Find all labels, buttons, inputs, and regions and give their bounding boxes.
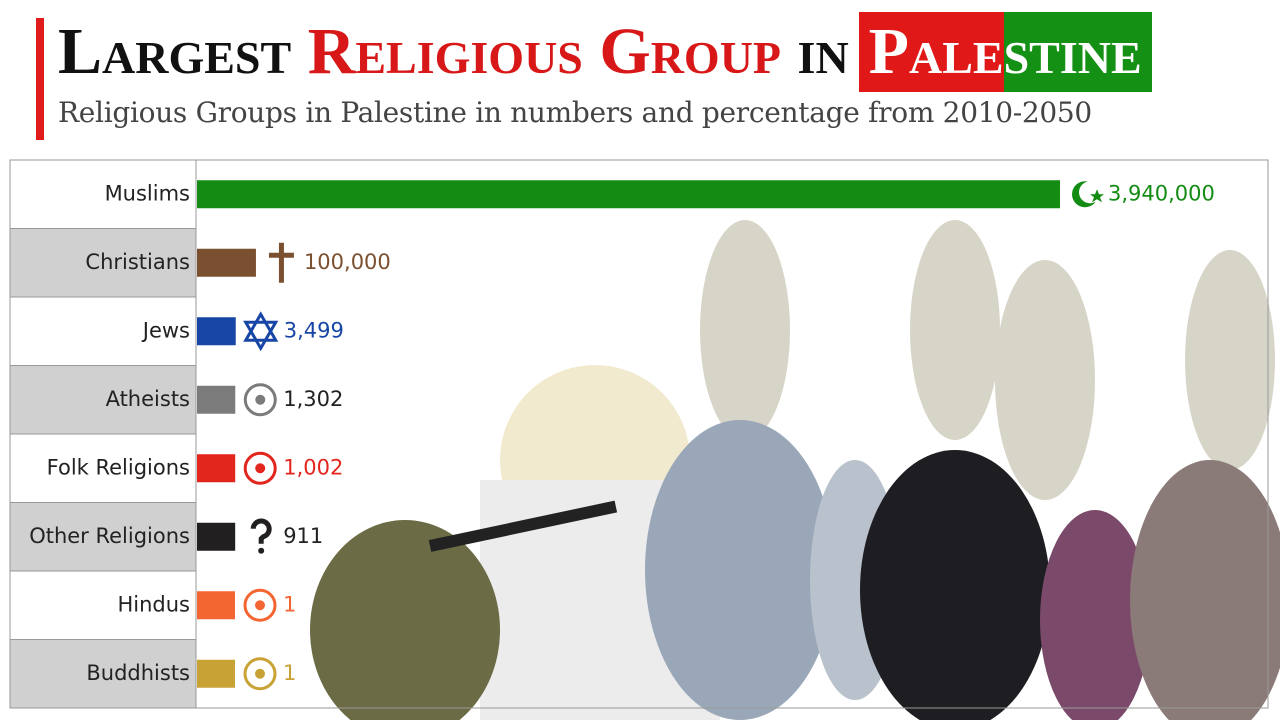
title-word: in bbox=[797, 15, 849, 88]
bar bbox=[197, 659, 236, 688]
bar bbox=[197, 317, 236, 346]
title: Largest Religious Group in Palestine bbox=[58, 12, 1152, 92]
icon-shape bbox=[1090, 189, 1104, 203]
icon-shape bbox=[255, 394, 266, 405]
row-label-bg bbox=[9, 639, 197, 709]
bar bbox=[197, 522, 236, 551]
icon bbox=[243, 311, 279, 352]
icon bbox=[243, 588, 277, 622]
category-label: Muslims bbox=[105, 181, 190, 205]
icon-shape bbox=[255, 463, 266, 474]
value-label: 3,940,000 bbox=[1108, 181, 1215, 205]
bar bbox=[197, 385, 236, 414]
icon bbox=[268, 242, 294, 283]
icon-shape bbox=[243, 657, 277, 691]
icon bbox=[243, 657, 277, 691]
value-label: 1 bbox=[283, 592, 296, 616]
category-label: Folk Religions bbox=[47, 455, 190, 479]
icon-shape bbox=[255, 600, 266, 611]
category-label: Other Religions bbox=[29, 524, 190, 548]
row-label-bg bbox=[9, 433, 197, 503]
category-label: Atheists bbox=[106, 387, 190, 411]
icon-shape bbox=[250, 518, 272, 544]
category-label: Buddhists bbox=[86, 661, 190, 685]
row-label-bg bbox=[9, 159, 197, 229]
title-word: Religious Group bbox=[307, 15, 782, 88]
value-label: 3,499 bbox=[284, 318, 344, 342]
icon-shape bbox=[243, 320, 279, 352]
title-word: Pale bbox=[858, 12, 1004, 92]
icon-shape bbox=[278, 242, 284, 283]
value-label: 1,302 bbox=[283, 387, 343, 411]
title-word: Largest bbox=[58, 15, 292, 88]
category-label: Christians bbox=[85, 250, 190, 274]
row-label-bg bbox=[9, 570, 197, 640]
row-label-bg bbox=[9, 296, 197, 366]
icon-shape bbox=[243, 383, 277, 417]
value-label: 911 bbox=[283, 524, 323, 548]
icon bbox=[243, 451, 277, 485]
row-label-bg bbox=[9, 502, 197, 572]
icon bbox=[250, 518, 272, 554]
bar bbox=[197, 248, 256, 277]
subtitle: Religious Groups in Palestine in numbers… bbox=[58, 96, 1092, 129]
title-accent bbox=[36, 18, 44, 140]
bar bbox=[197, 180, 1060, 209]
bar bbox=[197, 454, 236, 483]
icon-shape bbox=[255, 668, 266, 679]
icon-shape bbox=[258, 547, 265, 554]
icon bbox=[1072, 181, 1104, 208]
people-photo bbox=[310, 420, 1280, 720]
icon-shape bbox=[268, 252, 294, 258]
bar bbox=[197, 591, 236, 620]
category-label: Jews bbox=[141, 318, 190, 342]
value-label: 1 bbox=[283, 661, 296, 685]
title-word: stine bbox=[1003, 12, 1152, 92]
row-label-bg bbox=[9, 228, 197, 298]
value-label: 1,002 bbox=[283, 455, 343, 479]
icon-shape bbox=[243, 311, 279, 342]
row-label-bg bbox=[9, 365, 197, 435]
icon bbox=[243, 383, 277, 417]
icon-shape bbox=[243, 451, 277, 485]
icon-shape bbox=[243, 588, 277, 622]
category-label: Hindus bbox=[117, 592, 190, 616]
value-label: 100,000 bbox=[304, 250, 391, 274]
